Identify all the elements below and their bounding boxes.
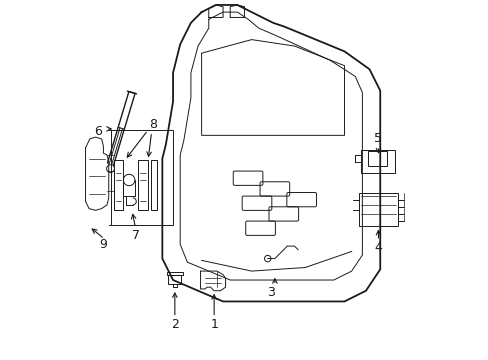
- Text: 4: 4: [374, 241, 382, 255]
- Text: 3: 3: [267, 286, 275, 299]
- Bar: [358, 193, 397, 226]
- Text: 7: 7: [131, 229, 139, 242]
- Text: 1: 1: [210, 318, 218, 331]
- Bar: [151, 160, 156, 210]
- Text: 9: 9: [99, 238, 107, 251]
- Text: 2: 2: [170, 318, 179, 331]
- Bar: [168, 275, 181, 284]
- Text: 5: 5: [374, 132, 382, 145]
- Bar: [110, 130, 173, 225]
- Text: 6: 6: [94, 125, 102, 138]
- Bar: [138, 160, 148, 210]
- Bar: [166, 272, 183, 275]
- Bar: [114, 160, 123, 210]
- Text: 8: 8: [149, 118, 157, 131]
